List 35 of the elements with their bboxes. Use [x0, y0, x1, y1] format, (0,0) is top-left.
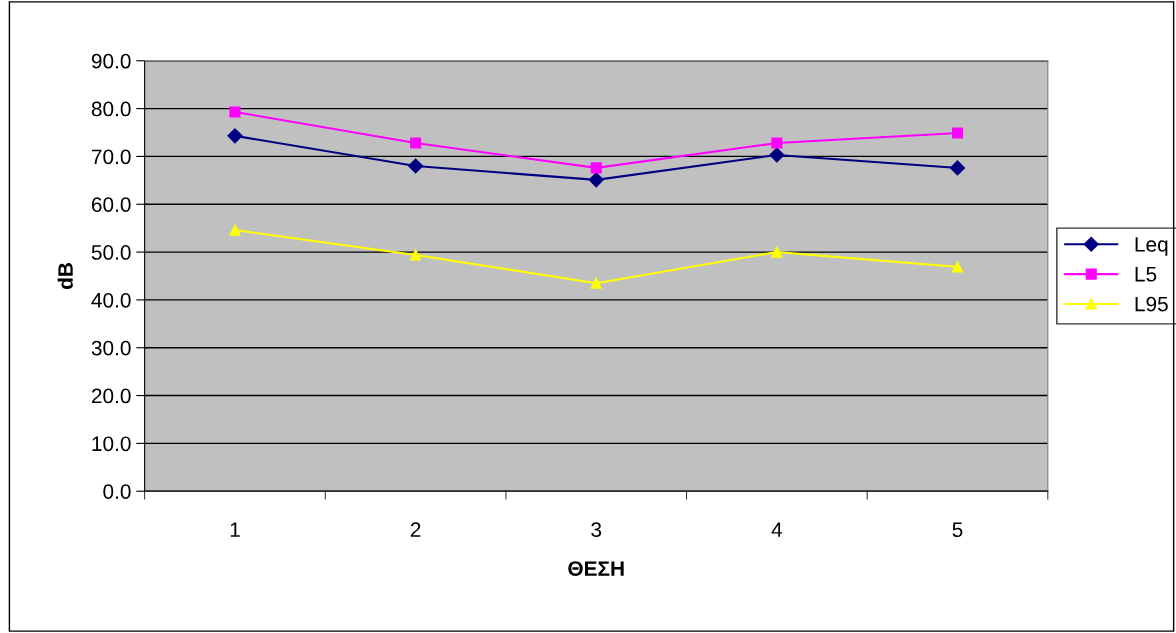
y-axis-title: dB [57, 263, 73, 290]
point [769, 147, 785, 163]
x-tick-label: 4 [771, 522, 783, 537]
y-tick-label: 40.0 [91, 292, 131, 308]
y-tick-label: 10.0 [92, 436, 131, 452]
point [408, 158, 424, 174]
x-tick-label: 1 [230, 522, 240, 537]
point [588, 172, 604, 188]
point [590, 162, 602, 174]
point [951, 127, 964, 139]
point [771, 246, 783, 258]
point [410, 249, 422, 261]
x-tick-label: 2 [410, 522, 421, 537]
y-tick-label: 20.0 [91, 388, 131, 404]
y-tick-label: 90.0 [91, 53, 131, 69]
legend-label: L95 [1135, 296, 1168, 312]
legend-label: Leq [1135, 237, 1168, 256]
point [951, 261, 964, 273]
y-tick-label: 30.0 [91, 340, 131, 356]
x-axis-title: ΘΕΣΗ [568, 561, 624, 576]
point [590, 277, 602, 289]
point [949, 160, 966, 176]
y-tick-label: 80.0 [91, 101, 131, 117]
legend-label: L5 [1135, 267, 1157, 282]
y-tick-label: 50.0 [91, 245, 131, 260]
x-tick-label: 3 [591, 522, 602, 538]
point [771, 137, 783, 149]
point [229, 224, 241, 236]
y-tick-label: 0.0 [103, 484, 131, 499]
point [229, 106, 241, 118]
x-tick-label: 5 [952, 522, 963, 538]
point [227, 128, 243, 144]
y-tick-label: 70.0 [91, 149, 131, 165]
y-tick-label: 60.0 [91, 197, 131, 212]
point [410, 137, 422, 149]
